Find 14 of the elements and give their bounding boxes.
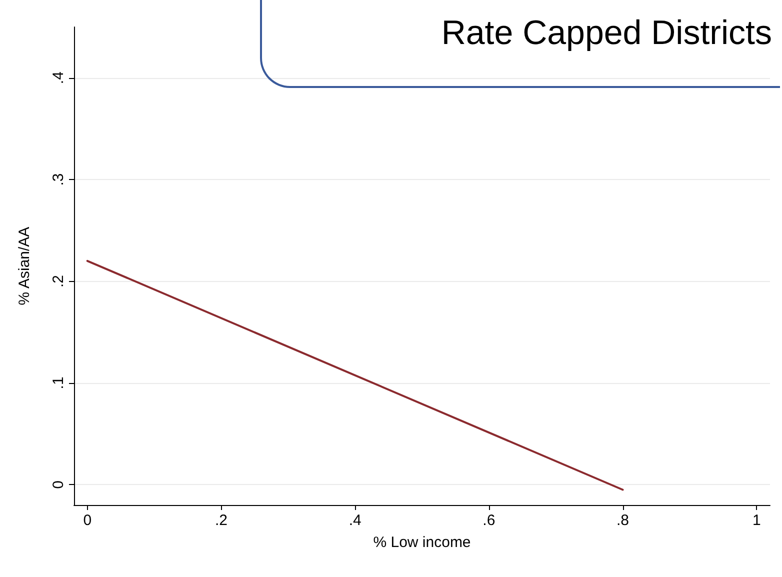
x-tick-label: .6	[482, 512, 496, 529]
y-axis-title: % Asian/AA	[16, 226, 33, 306]
y-tick-label: .3	[50, 173, 67, 186]
y-tick-label: .1	[50, 376, 67, 390]
x-tick-label: .4	[348, 512, 362, 529]
y-tick-label: 0	[50, 480, 67, 489]
chart-title: Rate Capped Districts	[441, 14, 772, 52]
x-axis-title: % Low income	[373, 534, 471, 551]
x-tick-label: .2	[214, 512, 228, 529]
x-tick-label: .8	[616, 512, 630, 529]
x-tick-label: 0	[83, 512, 92, 529]
y-tick-label: .2	[50, 274, 67, 288]
x-tick-label: 1	[752, 512, 761, 529]
y-tick-label: .4	[50, 72, 67, 84]
